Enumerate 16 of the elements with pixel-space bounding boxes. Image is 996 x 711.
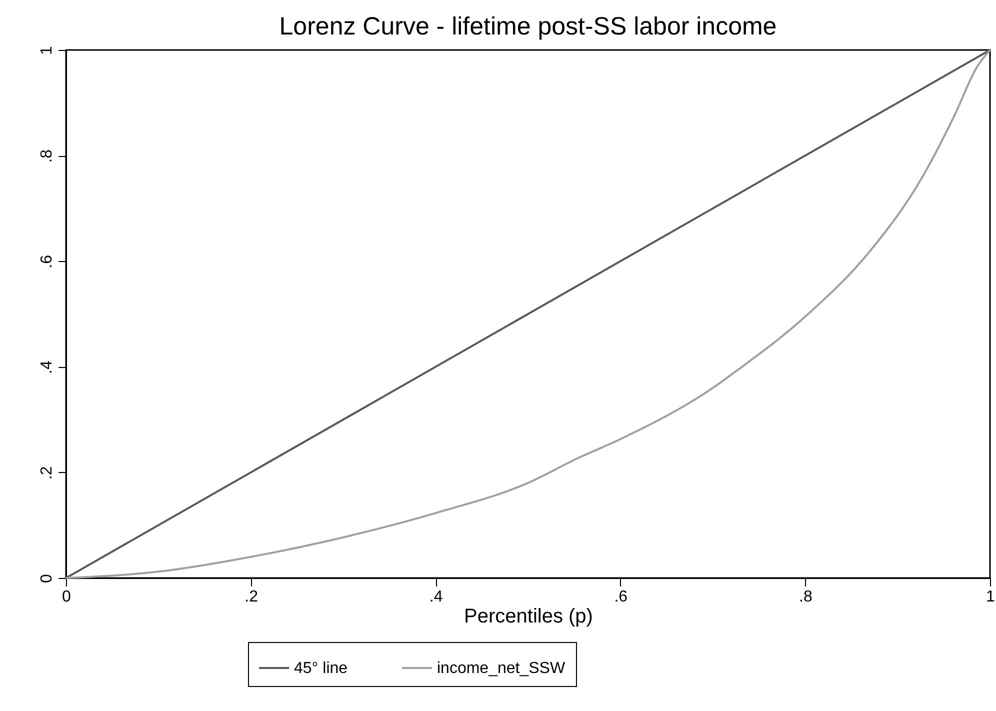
y-tick-label: .6 <box>38 254 56 268</box>
y-tick-label: .4 <box>38 360 56 374</box>
legend-label: income_net_SSW <box>437 660 566 677</box>
chart-title: Lorenz Curve - lifetime post-SS labor income <box>279 12 777 41</box>
x-tick-label: .8 <box>799 588 812 606</box>
y-tick-label: .2 <box>38 466 56 480</box>
x-tick-label: .4 <box>429 588 443 606</box>
x-tick-label: .6 <box>614 588 628 606</box>
x-tick-label: 1 <box>986 588 996 606</box>
y-tick-label: 0 <box>38 574 56 583</box>
x-tick-label: 0 <box>62 588 72 606</box>
y-tick-label: 1 <box>38 46 56 55</box>
x-axis-title: Percentiles (p) <box>464 606 593 628</box>
legend-label: 45° line <box>294 660 348 677</box>
x-tick-label: .2 <box>244 588 258 606</box>
y-tick-label: .8 <box>38 149 56 163</box>
